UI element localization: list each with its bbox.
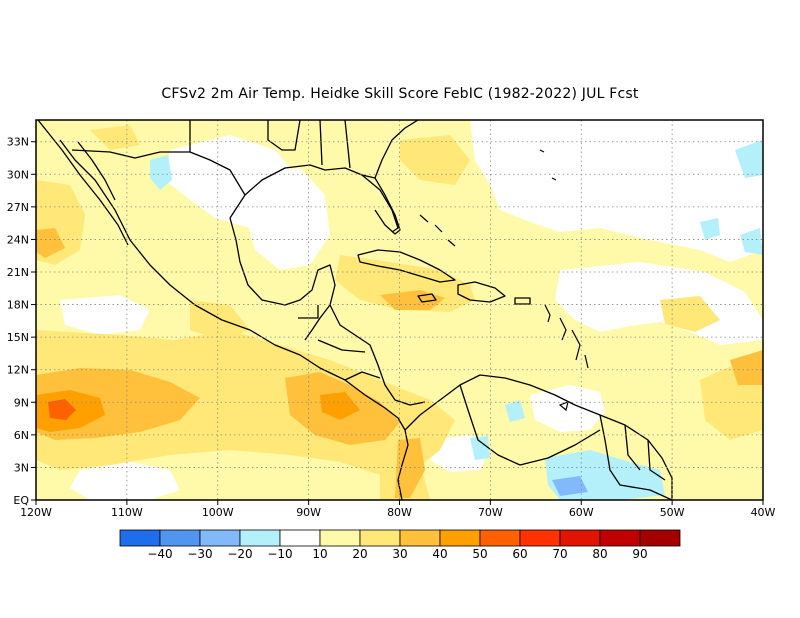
colorbar-label: 10	[312, 547, 327, 561]
lon-tick-label: 40W	[751, 506, 776, 519]
lon-tick-label: 120W	[20, 506, 52, 519]
colorbar-swatch	[439, 529, 481, 547]
map-title: CFSv2 2m Air Temp. Heidke Skill Score Fe…	[161, 86, 639, 102]
colorbar-label: −30	[187, 547, 212, 561]
lat-tick-label: 24N	[7, 233, 29, 246]
field-neg-20-30	[552, 476, 588, 496]
lat-tick-label: 18N	[7, 299, 29, 312]
map-axes: 120W 110W 100W 90W 80W 70W 60W 50W 40W EQ 3N 6N 9N 12…	[7, 136, 776, 519]
lat-tick-label: 33N	[7, 136, 29, 149]
lon-tick-label: 110W	[111, 506, 143, 519]
colorbar-label: 80	[592, 547, 607, 561]
colorbar-label: 60	[512, 547, 527, 561]
colorbar-swatch	[239, 529, 281, 547]
colorbar-swatch	[479, 529, 521, 547]
colorbar-label: 70	[552, 547, 567, 561]
colorbar-swatch	[319, 529, 361, 547]
lat-tick-label: 3N	[14, 461, 29, 474]
lon-tick-label: 50W	[660, 506, 685, 519]
colorbar-swatch	[399, 529, 441, 547]
lat-tick-label: 21N	[7, 266, 29, 279]
gridlines	[36, 120, 763, 500]
lat-tick-label: 30N	[7, 168, 29, 181]
lat-tick-label: EQ	[13, 494, 29, 507]
colorbar-swatch	[119, 529, 161, 547]
lon-tick-label: 90W	[296, 506, 321, 519]
islands	[419, 149, 589, 412]
colorbar-swatch	[359, 529, 401, 547]
coastlines	[37, 120, 673, 500]
lat-tick-label: 12N	[7, 364, 29, 377]
colorbar-swatch	[599, 529, 641, 547]
lat-tick-label: 27N	[7, 201, 29, 214]
colorbar-label: 20	[352, 547, 367, 561]
colorbar-label: 40	[432, 547, 447, 561]
colorbar-swatch	[199, 529, 241, 547]
colorbar-label: −20	[227, 547, 252, 561]
lon-tick-label: 80W	[387, 506, 412, 519]
colorbar-swatch	[559, 529, 601, 547]
colorbar-swatch	[159, 529, 201, 547]
lon-tick-label: 100W	[202, 506, 234, 519]
colorbar-swatch	[519, 529, 561, 547]
field-50-60-region	[48, 399, 76, 420]
colorbar: −40 −30 −20 −10 10 20 30 40 50 60 70 80 90	[119, 529, 681, 561]
colorbar-swatch	[279, 529, 321, 547]
lat-tick-label: 15N	[7, 331, 29, 344]
colorbar-swatch	[639, 529, 681, 547]
lat-tick-label: 6N	[14, 429, 29, 442]
lat-tick-label: 9N	[14, 396, 29, 409]
colorbar-label: −10	[267, 547, 292, 561]
lon-tick-label: 60W	[569, 506, 594, 519]
colorbar-label: 30	[392, 547, 407, 561]
colorbar-label: 90	[632, 547, 647, 561]
lon-tick-label: 70W	[478, 506, 503, 519]
colorbar-label: 50	[472, 547, 487, 561]
colorbar-label: −40	[147, 547, 172, 561]
